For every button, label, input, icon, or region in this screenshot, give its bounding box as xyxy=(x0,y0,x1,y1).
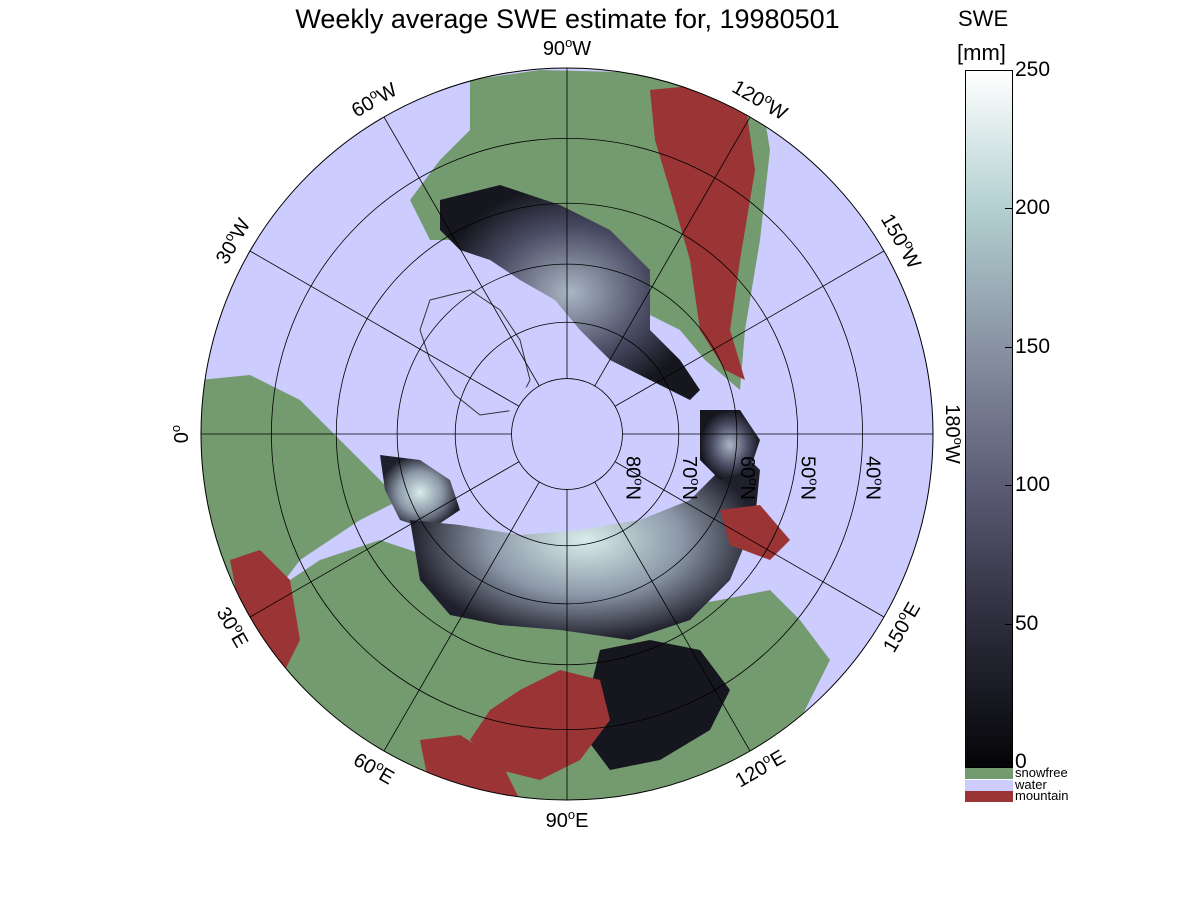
meridian-line xyxy=(594,116,751,387)
colorbar xyxy=(965,70,1013,768)
meridian-line xyxy=(249,461,520,618)
colorbar-tick-mark xyxy=(1005,623,1013,625)
snow-alaska xyxy=(700,410,760,480)
snow-siberia xyxy=(410,440,760,640)
legend-label-water: water xyxy=(1015,776,1047,792)
snow-north-america xyxy=(440,185,700,400)
colorbar-tick-label: 50 xyxy=(1015,611,1039,635)
latitude-label: 40oN xyxy=(862,456,887,500)
meridian-line xyxy=(614,461,885,618)
colorbar-tick-mark xyxy=(1005,485,1013,487)
polar-cap xyxy=(505,372,629,496)
colorbar-tick-label: 250 xyxy=(1015,58,1051,81)
colorbar-tick-mark xyxy=(1005,762,1013,763)
colorbar-title-unit: [mm] xyxy=(957,40,1006,65)
colorbar-tick-mark xyxy=(1005,208,1013,210)
colorbar-tick-mark xyxy=(1005,70,1013,71)
colorbar-tick-label: 0 xyxy=(1015,750,1027,773)
colorbar-tick-mark xyxy=(1005,346,1013,348)
legend-swatch-water xyxy=(965,779,1013,791)
latitude-label: 70oN xyxy=(678,456,703,500)
colorbar-tick-label: 150 xyxy=(1015,334,1051,358)
meridian-line xyxy=(594,481,751,752)
legend-swatch-snowfree xyxy=(965,768,1013,779)
figure-title: Weekly average SWE estimate for, 1998050… xyxy=(295,4,840,34)
latitude-label: 50oN xyxy=(797,456,822,500)
longitude-label-180w: 180oW xyxy=(941,404,966,464)
longitude-label-90w: 90oW xyxy=(543,35,591,60)
meridian-line xyxy=(383,481,540,752)
legend-swatch-mountain xyxy=(965,791,1013,802)
colorbar-tick-label: 100 xyxy=(1015,473,1051,497)
colorbar-title-swe: SWE xyxy=(958,6,1009,31)
longitude-label-0: 0o xyxy=(168,425,193,443)
meridian-line xyxy=(614,250,885,407)
legend-label-mountain: mountain xyxy=(1015,788,1069,803)
longitude-label-90e: 90oE xyxy=(546,807,589,832)
colorbar-tick-label: 200 xyxy=(1015,196,1051,220)
snow-scandinavia xyxy=(380,455,460,530)
latitude-label: 60oN xyxy=(736,456,761,500)
meridian-line xyxy=(249,250,520,407)
mountain-central-asia xyxy=(470,670,610,780)
graticule xyxy=(201,68,933,800)
mountain-east-siberia xyxy=(720,505,790,560)
latitude-labels: 80oN 70oN 60oN 50oN 40oN xyxy=(621,456,886,500)
map-boundary xyxy=(200,67,934,801)
meridian-line xyxy=(383,116,540,387)
mountain-rockies xyxy=(650,85,755,380)
latitude-label: 80oN xyxy=(621,456,646,500)
snow-central-asia xyxy=(580,640,730,770)
legend-label-snowfree: snowfree xyxy=(1015,765,1068,780)
